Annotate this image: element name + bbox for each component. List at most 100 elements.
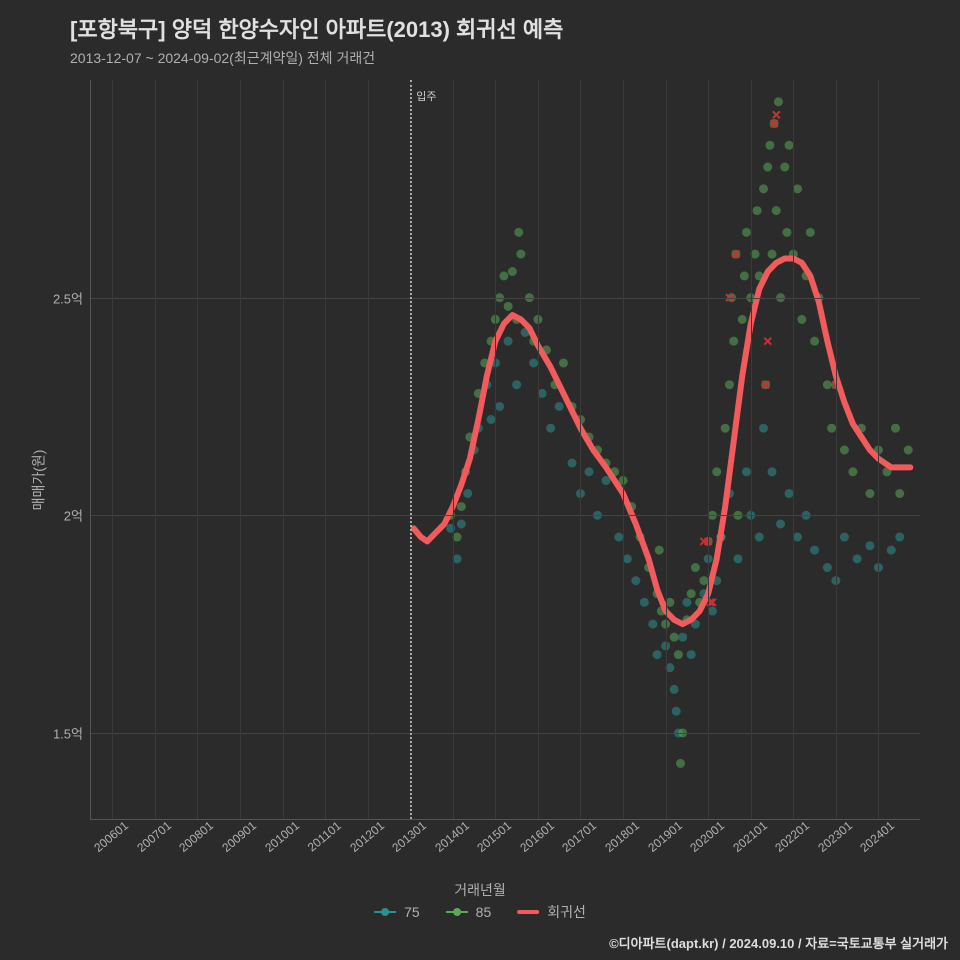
data-point bbox=[891, 424, 900, 433]
data-point bbox=[504, 302, 513, 311]
x-tick-label: 201201 bbox=[347, 818, 387, 854]
x-tick-label: 200601 bbox=[92, 818, 132, 854]
title-block: [포항북구] 양덕 한양수자인 아파트(2013) 회귀선 예측 2013-12… bbox=[70, 12, 563, 68]
data-point bbox=[765, 141, 774, 150]
data-point bbox=[691, 563, 700, 572]
data-point bbox=[742, 467, 751, 476]
data-point bbox=[738, 315, 747, 324]
data-point bbox=[499, 271, 508, 280]
x-tick-label: 202001 bbox=[687, 818, 727, 854]
x-tick-label: 200801 bbox=[177, 818, 217, 854]
data-point bbox=[670, 685, 679, 694]
x-tick-label: 201601 bbox=[517, 818, 557, 854]
data-point bbox=[733, 554, 742, 563]
plot-area: 1.5억2억2.5억200601200701200801200901201001… bbox=[90, 80, 920, 820]
data-point bbox=[840, 446, 849, 455]
data-point bbox=[504, 337, 513, 346]
data-point bbox=[631, 576, 640, 585]
data-point bbox=[729, 337, 738, 346]
data-point bbox=[753, 206, 762, 215]
data-point bbox=[768, 467, 777, 476]
data-point bbox=[708, 607, 717, 616]
data-point bbox=[904, 446, 913, 455]
data-point bbox=[865, 541, 874, 550]
data-point bbox=[463, 489, 472, 498]
data-point bbox=[721, 424, 730, 433]
data-point bbox=[508, 267, 517, 276]
data-point bbox=[895, 489, 904, 498]
data-point bbox=[759, 184, 768, 193]
data-point bbox=[487, 415, 496, 424]
data-point bbox=[853, 554, 862, 563]
line-icon bbox=[517, 910, 539, 914]
data-point bbox=[682, 598, 691, 607]
vline-label: 입주 bbox=[416, 88, 436, 104]
legend: 75 85 회귀선 bbox=[374, 902, 586, 922]
legend-label: 85 bbox=[476, 904, 492, 920]
data-point bbox=[742, 228, 751, 237]
data-point bbox=[887, 546, 896, 555]
data-point bbox=[640, 598, 649, 607]
dot-icon bbox=[381, 908, 389, 916]
data-point bbox=[740, 271, 749, 280]
y-axis-label: 매매가(원) bbox=[28, 450, 48, 511]
data-point bbox=[793, 533, 802, 542]
x-tick-label: 201901 bbox=[645, 818, 685, 854]
dot-icon bbox=[453, 908, 461, 916]
data-point bbox=[665, 663, 674, 672]
data-point bbox=[806, 228, 815, 237]
data-point bbox=[623, 554, 632, 563]
x-tick-label: 201101 bbox=[305, 819, 344, 855]
data-point bbox=[774, 97, 783, 106]
legend-item-85: 85 bbox=[446, 904, 492, 920]
credit-text: ©디아파트(dapt.kr) / 2024.09.10 / 자료=국토교통부 실… bbox=[609, 933, 948, 952]
data-point bbox=[674, 650, 683, 659]
data-point bbox=[676, 759, 685, 768]
data-point bbox=[555, 402, 564, 411]
data-point bbox=[457, 502, 466, 511]
data-point bbox=[678, 633, 687, 642]
data-point bbox=[512, 380, 521, 389]
data-point bbox=[559, 358, 568, 367]
data-point bbox=[759, 424, 768, 433]
x-tick-label: 201701 bbox=[560, 818, 600, 854]
data-point bbox=[776, 520, 785, 529]
data-point bbox=[827, 424, 836, 433]
data-point bbox=[670, 633, 679, 642]
data-point bbox=[585, 467, 594, 476]
data-point bbox=[546, 424, 555, 433]
x-axis-label: 거래년월 bbox=[454, 880, 506, 900]
data-point bbox=[823, 380, 832, 389]
data-point bbox=[538, 389, 547, 398]
x-tick-label: 202301 bbox=[815, 818, 855, 854]
legend-item-75: 75 bbox=[374, 904, 420, 920]
data-point bbox=[653, 650, 662, 659]
data-point bbox=[772, 206, 781, 215]
x-tick-label: 200901 bbox=[219, 818, 259, 854]
reference-vline bbox=[410, 80, 412, 819]
data-point bbox=[712, 467, 721, 476]
data-point bbox=[453, 533, 462, 542]
data-point bbox=[755, 533, 764, 542]
data-point bbox=[780, 163, 789, 172]
data-point bbox=[529, 358, 538, 367]
data-point bbox=[665, 598, 674, 607]
data-point bbox=[687, 589, 696, 598]
data-point bbox=[567, 459, 576, 468]
data-point bbox=[840, 533, 849, 542]
data-point bbox=[648, 620, 657, 629]
data-point bbox=[453, 554, 462, 563]
data-point bbox=[514, 228, 523, 237]
data-point bbox=[614, 533, 623, 542]
data-point bbox=[865, 489, 874, 498]
data-point bbox=[782, 228, 791, 237]
data-point bbox=[699, 576, 708, 585]
legend-swatch-85 bbox=[446, 911, 468, 913]
data-point bbox=[457, 520, 466, 529]
data-point bbox=[823, 563, 832, 572]
y-tick-label: 1.5억 bbox=[53, 723, 91, 742]
legend-item-regression: 회귀선 bbox=[517, 902, 586, 922]
data-point bbox=[516, 250, 525, 259]
data-point bbox=[810, 546, 819, 555]
data-point bbox=[848, 467, 857, 476]
